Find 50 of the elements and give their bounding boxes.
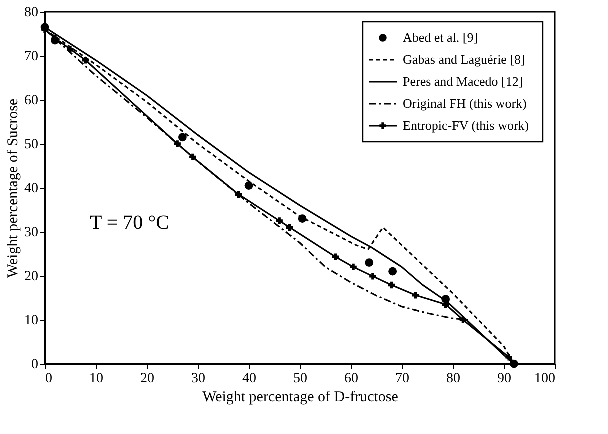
x-tick-label: 0 bbox=[46, 372, 52, 386]
x-tick-label: 90 bbox=[498, 372, 512, 386]
legend-label: Peres and Macedo [12] bbox=[403, 74, 524, 89]
y-tick-label: 10 bbox=[24, 314, 38, 328]
point bbox=[442, 295, 450, 304]
point bbox=[388, 267, 398, 276]
point bbox=[174, 140, 181, 148]
point bbox=[276, 218, 283, 224]
y-tick-label: 0 bbox=[32, 358, 38, 372]
legend-label: Original FH (this work) bbox=[403, 96, 527, 111]
x-tick-label: 100 bbox=[534, 372, 556, 386]
point bbox=[350, 264, 357, 271]
point bbox=[370, 273, 376, 280]
point bbox=[332, 254, 340, 260]
point bbox=[286, 224, 294, 231]
y-tick-label: 40 bbox=[24, 182, 38, 196]
x-tick-label: 70 bbox=[396, 372, 410, 386]
y-tick-label: 70 bbox=[24, 50, 38, 64]
point bbox=[412, 292, 420, 299]
legend-label: Entropic-FV (this work) bbox=[403, 118, 530, 133]
point bbox=[388, 282, 396, 289]
point bbox=[40, 23, 50, 32]
legend-label: Abed et al. [9] bbox=[403, 30, 478, 45]
point bbox=[51, 36, 60, 45]
point bbox=[298, 214, 307, 223]
y-tick-label: 30 bbox=[24, 226, 38, 240]
x-axis-title: Weight percentage of D-fructose bbox=[202, 390, 399, 406]
point bbox=[244, 182, 254, 190]
x-tick-label: 60 bbox=[344, 372, 358, 386]
legend-label: Gabas and Laguérie [8] bbox=[403, 52, 526, 67]
x-tick-label: 50 bbox=[294, 372, 308, 386]
x-tick-label: 40 bbox=[242, 372, 256, 386]
point bbox=[460, 316, 467, 324]
annotation: T = 70 °C bbox=[90, 212, 170, 234]
x-tick-label: 30 bbox=[192, 372, 206, 386]
point bbox=[82, 57, 90, 64]
x-tick-label: 20 bbox=[140, 372, 154, 386]
x-tick-label: 80 bbox=[446, 372, 460, 386]
y-axis-title: Weight percentage of Sucrose bbox=[6, 98, 22, 278]
point bbox=[178, 133, 187, 142]
x-tick-label: 10 bbox=[90, 372, 104, 386]
y-tick-label: 20 bbox=[24, 270, 38, 284]
point bbox=[365, 258, 374, 267]
y-tick-label: 50 bbox=[24, 138, 38, 152]
point bbox=[67, 46, 74, 53]
y-tick-label: 80 bbox=[24, 6, 38, 20]
y-tick-label: 60 bbox=[24, 94, 38, 108]
point bbox=[190, 154, 196, 161]
point bbox=[506, 354, 512, 361]
point bbox=[235, 191, 242, 198]
